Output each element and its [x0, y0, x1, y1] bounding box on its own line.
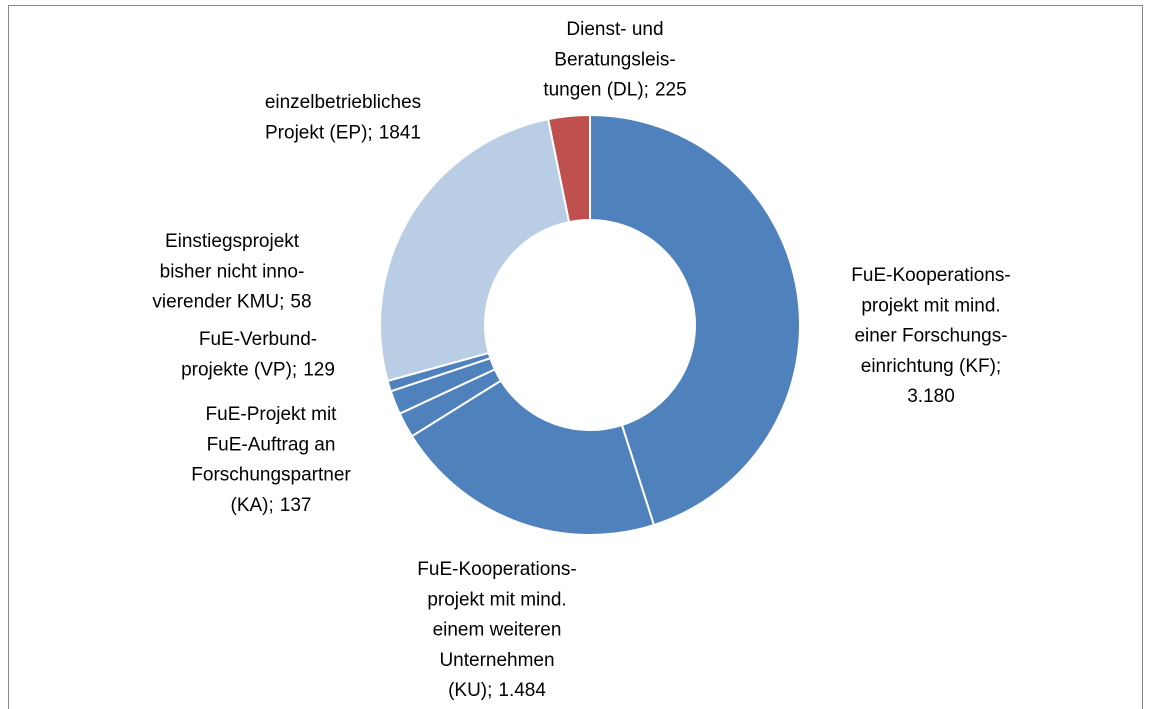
data-label: FuE-Kooperations-projekt mit mind. einem … [417, 559, 576, 701]
label-line: (KA); [231, 495, 274, 516]
label-line: FuE-Projekt mit [206, 404, 338, 425]
value-label: 129 [303, 359, 335, 380]
label-line: einzelbetriebliches [265, 92, 421, 113]
label-line: FuE-Kooperations- [851, 265, 1010, 286]
data-label: Einstiegsprojekt bisher nicht inno-vieren… [152, 231, 311, 313]
donut-slice [547, 113, 591, 224]
label-line: Beratungsleis- [554, 49, 675, 70]
label-line: Dienst- und [566, 19, 663, 40]
label-line: einrichtung (KF); [861, 356, 1001, 377]
label-line: projekt mit mind. [861, 295, 1000, 316]
label-line: FuE-Kooperations- [417, 559, 576, 580]
data-label: Dienst- und Beratungsleis-tungen (DL); 225 [543, 19, 686, 101]
label-line: projekte (VP); [181, 359, 297, 380]
label-line: einem weiteren [433, 620, 562, 641]
label-line: Unternehmen [439, 650, 554, 671]
data-label: einzelbetriebliches Projekt (EP); 1841 [265, 92, 421, 143]
data-label: FuE-Projekt mit FuE-Auftrag an Forschungsp… [191, 404, 351, 516]
data-label: FuE-Kooperations-projekt mit mind. einer … [851, 265, 1010, 407]
donut-slice [410, 379, 656, 536]
value-label: 225 [655, 80, 687, 101]
label-line: vierender KMU; [152, 292, 284, 313]
value-label: 1.484 [498, 680, 546, 701]
label-line: (KU); [448, 680, 492, 701]
label-line: projekt mit mind. [427, 589, 566, 610]
label-line: FuE-Verbund- [199, 329, 317, 350]
label-line: Projekt (EP); [265, 122, 373, 143]
label-line: Forschungspartner [191, 465, 351, 486]
donut-slice [589, 113, 801, 527]
value-label: 58 [290, 292, 311, 313]
value-label: 1841 [379, 122, 421, 143]
label-line: Einstiegsprojekt [165, 231, 300, 252]
value-label: 3.180 [907, 386, 955, 407]
data-label: FuE-Verbund-projekte (VP); 129 [181, 329, 335, 380]
value-label: 137 [280, 495, 312, 516]
label-line: FuE-Auftrag an [207, 434, 336, 455]
label-line: bisher nicht inno- [160, 261, 305, 282]
chart-frame [8, 5, 1143, 709]
label-line: einer Forschungs- [854, 326, 1007, 347]
label-line: tungen (DL); [543, 80, 649, 101]
donut-slice [379, 118, 571, 383]
